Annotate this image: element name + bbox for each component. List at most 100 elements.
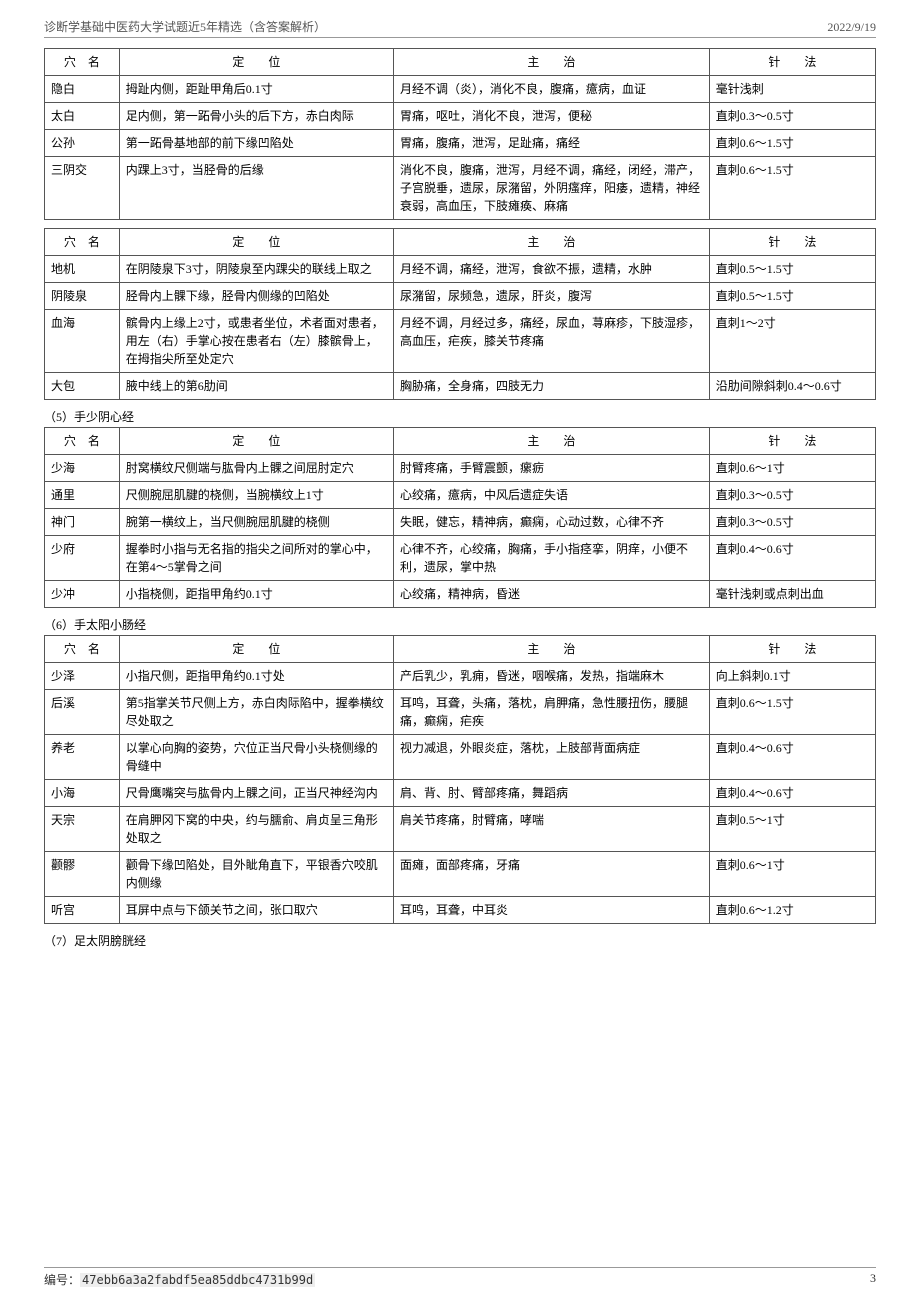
table-heart: 穴 名 定 位 主 治 针 法 少海肘窝横纹尺侧端与肱骨内上髁之间屈肘定穴肘臂疼… xyxy=(44,427,876,608)
cell-treat: 耳鸣，耳聋，中耳炎 xyxy=(394,897,710,924)
cell-pos: 在阴陵泉下3寸，阴陵泉至内踝尖的联线上取之 xyxy=(119,256,393,283)
cell-pos: 肘窝横纹尺侧端与肱骨内上髁之间屈肘定穴 xyxy=(119,455,393,482)
cell-pos: 耳屏中点与下颌关节之间，张口取穴 xyxy=(119,897,393,924)
col-treat: 主 治 xyxy=(394,229,710,256)
col-pos: 定 位 xyxy=(119,428,393,455)
cell-method: 直刺0.6～1.5寸 xyxy=(709,690,875,735)
col-treat: 主 治 xyxy=(394,49,710,76)
cell-treat: 胸胁痛，全身痛，四肢无力 xyxy=(394,373,710,400)
table-row: 天宗在肩胛冈下窝的中央，约与臑俞、肩贞呈三角形处取之肩关节疼痛，肘臂痛，哮喘直刺… xyxy=(45,807,876,852)
cell-method: 直刺0.6～1寸 xyxy=(709,852,875,897)
table-row: 通里尺侧腕屈肌腱的桡侧，当腕横纹上1寸心绞痛，癔病，中风后遗症失语直刺0.3～0… xyxy=(45,482,876,509)
doc-date: 2022/9/19 xyxy=(827,20,876,35)
cell-pos: 颧骨下缘凹陷处，目外眦角直下，平银香穴咬肌内侧缘 xyxy=(119,852,393,897)
col-method: 针 法 xyxy=(709,428,875,455)
col-name: 穴 名 xyxy=(45,428,120,455)
table-row: 公孙第一跖骨基地部的前下缘凹陷处胃痛，腹痛，泄泻，足趾痛，痛经直刺0.6～1.5… xyxy=(45,130,876,157)
table-row: 养老以掌心向胸的姿势，穴位正当尺骨小头桡侧缘的骨缝中视力减退，外眼炎症，落枕，上… xyxy=(45,735,876,780)
section-7-label: （7）足太阴膀胱经 xyxy=(44,932,876,949)
cell-pos: 胫骨内上髁下缘，胫骨内侧缘的凹陷处 xyxy=(119,283,393,310)
table-row: 颧髎颧骨下缘凹陷处，目外眦角直下，平银香穴咬肌内侧缘面瘫，面部疼痛，牙痛直刺0.… xyxy=(45,852,876,897)
cell-treat: 消化不良，腹痛，泄泻，月经不调，痛经，闭经，滞产，子宫脱垂，遗尿，尿潴留，外阴瘙… xyxy=(394,157,710,220)
cell-treat: 心律不齐，心绞痛，胸痛，手小指痉挛，阴痒，小便不利，遗尿，掌中热 xyxy=(394,536,710,581)
cell-name: 阴陵泉 xyxy=(45,283,120,310)
table-row: 少冲小指桡侧，距指甲角约0.1寸心绞痛，精神病，昏迷毫针浅刺或点刺出血 xyxy=(45,581,876,608)
cell-method: 直刺1～2寸 xyxy=(709,310,875,373)
cell-name: 听宫 xyxy=(45,897,120,924)
cell-name: 少海 xyxy=(45,455,120,482)
cell-treat: 胃痛，腹痛，泄泻，足趾痛，痛经 xyxy=(394,130,710,157)
col-pos: 定 位 xyxy=(119,49,393,76)
cell-treat: 月经不调，月经过多，痛经，尿血，荨麻疹，下肢湿疹，高血压，疟疾，膝关节疼痛 xyxy=(394,310,710,373)
cell-name: 少府 xyxy=(45,536,120,581)
cell-treat: 心绞痛，精神病，昏迷 xyxy=(394,581,710,608)
cell-treat: 肘臂疼痛，手臂震颤，瘰疬 xyxy=(394,455,710,482)
col-method: 针 法 xyxy=(709,636,875,663)
col-treat: 主 治 xyxy=(394,428,710,455)
table-spleen-a: 穴 名 定 位 主 治 针 法 隐白拇趾内侧，距趾甲角后0.1寸月经不调（炎），… xyxy=(44,48,876,220)
cell-name: 少泽 xyxy=(45,663,120,690)
table-row: 听宫耳屏中点与下颌关节之间，张口取穴耳鸣，耳聋，中耳炎直刺0.6～1.2寸 xyxy=(45,897,876,924)
cell-pos: 小指尺侧，距指甲角约0.1寸处 xyxy=(119,663,393,690)
table-row: 少泽小指尺侧，距指甲角约0.1寸处产后乳少，乳痈，昏迷，咽喉痛，发热，指端麻木向… xyxy=(45,663,876,690)
footer-hash: 47ebb6a3a2fabdf5ea85ddbc4731b99d xyxy=(80,1273,315,1287)
cell-treat: 肩关节疼痛，肘臂痛，哮喘 xyxy=(394,807,710,852)
cell-method: 毫针浅刺 xyxy=(709,76,875,103)
col-name: 穴 名 xyxy=(45,636,120,663)
table-row: 小海尺骨鹰嘴突与肱骨内上髁之间，正当尺神经沟内肩、背、肘、臂部疼痛，舞蹈病直刺0… xyxy=(45,780,876,807)
col-name: 穴 名 xyxy=(45,229,120,256)
cell-name: 公孙 xyxy=(45,130,120,157)
cell-treat: 产后乳少，乳痈，昏迷，咽喉痛，发热，指端麻木 xyxy=(394,663,710,690)
col-treat: 主 治 xyxy=(394,636,710,663)
doc-title: 诊断学基础中医药大学试题近5年精选（含答案解析） xyxy=(44,18,326,35)
section-5-label: （5）手少阴心经 xyxy=(44,408,876,425)
table-row: 地机在阴陵泉下3寸，阴陵泉至内踝尖的联线上取之月经不调，痛经，泄泻，食欲不振，遗… xyxy=(45,256,876,283)
cell-treat: 心绞痛，癔病，中风后遗症失语 xyxy=(394,482,710,509)
cell-method: 直刺0.6～1.5寸 xyxy=(709,157,875,220)
page-number: 3 xyxy=(870,1271,876,1288)
cell-treat: 面瘫，面部疼痛，牙痛 xyxy=(394,852,710,897)
cell-method: 直刺0.6～1.2寸 xyxy=(709,897,875,924)
cell-name: 三阴交 xyxy=(45,157,120,220)
cell-treat: 失眠，健忘，精神病，癫痫，心动过数，心律不齐 xyxy=(394,509,710,536)
section-6-label: （6）手太阳小肠经 xyxy=(44,616,876,633)
cell-treat: 月经不调（炎），消化不良，腹痛，癔病，血证 xyxy=(394,76,710,103)
cell-name: 颧髎 xyxy=(45,852,120,897)
table-row: 大包腋中线上的第6肋间胸胁痛，全身痛，四肢无力沿肋间隙斜刺0.4～0.6寸 xyxy=(45,373,876,400)
cell-treat: 视力减退，外眼炎症，落枕，上肢部背面病症 xyxy=(394,735,710,780)
table-row: 后溪第5指掌关节尺侧上方，赤白肉际陷中，握拳横纹尽处取之耳鸣，耳聋，头痛，落枕，… xyxy=(45,690,876,735)
cell-pos: 第一跖骨基地部的前下缘凹陷处 xyxy=(119,130,393,157)
cell-pos: 第5指掌关节尺侧上方，赤白肉际陷中，握拳横纹尽处取之 xyxy=(119,690,393,735)
cell-method: 直刺0.4～0.6寸 xyxy=(709,536,875,581)
cell-name: 地机 xyxy=(45,256,120,283)
col-name: 穴 名 xyxy=(45,49,120,76)
table-row: 太白足内侧，第一跖骨小头的后下方，赤白肉际胃痛，呕吐，消化不良，泄泻，便秘直刺0… xyxy=(45,103,876,130)
cell-treat: 月经不调，痛经，泄泻，食欲不振，遗精，水肿 xyxy=(394,256,710,283)
cell-name: 血海 xyxy=(45,310,120,373)
cell-method: 直刺0.3～0.5寸 xyxy=(709,103,875,130)
cell-pos: 腋中线上的第6肋间 xyxy=(119,373,393,400)
cell-name: 大包 xyxy=(45,373,120,400)
cell-method: 直刺0.4～0.6寸 xyxy=(709,735,875,780)
cell-name: 天宗 xyxy=(45,807,120,852)
cell-method: 直刺0.5～1寸 xyxy=(709,807,875,852)
table-row: 隐白拇趾内侧，距趾甲角后0.1寸月经不调（炎），消化不良，腹痛，癔病，血证毫针浅… xyxy=(45,76,876,103)
cell-method: 毫针浅刺或点刺出血 xyxy=(709,581,875,608)
cell-name: 小海 xyxy=(45,780,120,807)
table-row: 血海髌骨内上缘上2寸，或患者坐位，术者面对患者，用左（右）手掌心按在患者右（左）… xyxy=(45,310,876,373)
cell-method: 直刺0.5～1.5寸 xyxy=(709,283,875,310)
table-row: 少府握拳时小指与无名指的指尖之间所对的掌心中，在第4～5掌骨之间心律不齐，心绞痛… xyxy=(45,536,876,581)
cell-name: 通里 xyxy=(45,482,120,509)
cell-pos: 尺骨鹰嘴突与肱骨内上髁之间，正当尺神经沟内 xyxy=(119,780,393,807)
cell-method: 沿肋间隙斜刺0.4～0.6寸 xyxy=(709,373,875,400)
footer-label: 编号： xyxy=(44,1273,80,1287)
cell-method: 向上斜刺0.1寸 xyxy=(709,663,875,690)
cell-treat: 胃痛，呕吐，消化不良，泄泻，便秘 xyxy=(394,103,710,130)
cell-pos: 足内侧，第一跖骨小头的后下方，赤白肉际 xyxy=(119,103,393,130)
cell-method: 直刺0.5～1.5寸 xyxy=(709,256,875,283)
cell-pos: 小指桡侧，距指甲角约0.1寸 xyxy=(119,581,393,608)
cell-treat: 肩、背、肘、臂部疼痛，舞蹈病 xyxy=(394,780,710,807)
cell-method: 直刺0.3～0.5寸 xyxy=(709,482,875,509)
cell-method: 直刺0.6～1寸 xyxy=(709,455,875,482)
cell-pos: 在肩胛冈下窝的中央，约与臑俞、肩贞呈三角形处取之 xyxy=(119,807,393,852)
